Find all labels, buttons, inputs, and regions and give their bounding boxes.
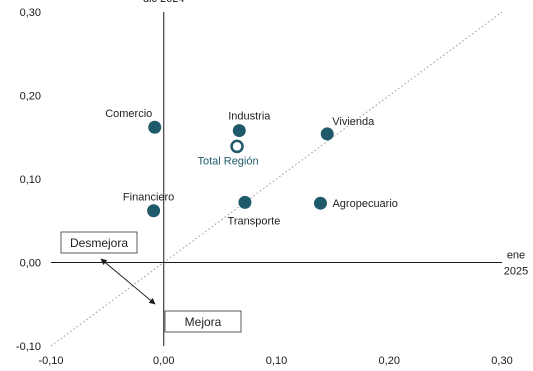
point-vivienda	[320, 127, 334, 141]
point-transporte	[238, 195, 252, 209]
point-agropecuario	[313, 196, 327, 210]
mejora-box	[164, 310, 242, 333]
x-tick-label: 0,10	[266, 355, 287, 367]
label-industria: Industria	[228, 111, 271, 123]
point-comercio	[148, 120, 162, 134]
x-axis-title-line2: 2025	[504, 266, 528, 278]
x-tick-label: 0,30	[491, 355, 512, 367]
y-tick-label: 0,30	[20, 7, 41, 19]
y-tick-label: -0,10	[16, 341, 41, 353]
point-total-region	[230, 139, 244, 154]
desmejora-mejora-arrow	[100, 258, 156, 305]
label-comercio: Comercio	[105, 108, 152, 120]
y-tick-label: 0,10	[20, 174, 41, 186]
x-tick-label: 0,20	[379, 355, 400, 367]
label-vivienda: Vivienda	[332, 116, 375, 128]
label-agropecuario: Agropecuario	[332, 198, 397, 210]
desmejora-box	[60, 231, 138, 254]
y-tick-label: 0,00	[20, 258, 41, 270]
x-tick-label: 0,00	[153, 355, 174, 367]
diagonal-reference-line	[50, 11, 503, 347]
mejora-label: Mejora	[185, 315, 222, 329]
label-total-region: Total Región	[197, 155, 258, 167]
point-industria	[232, 124, 246, 138]
x-axis-title-line1: ene	[507, 250, 525, 262]
y-axis-title: dic 2024	[143, 0, 185, 5]
x-tick-label: -0,10	[38, 355, 63, 367]
label-financiero: Financiero	[123, 192, 174, 204]
desmejora-label: Desmejora	[70, 236, 128, 250]
point-financiero	[147, 204, 161, 218]
y-tick-label: 0,20	[20, 91, 41, 103]
label-transporte: Transporte	[228, 215, 281, 227]
